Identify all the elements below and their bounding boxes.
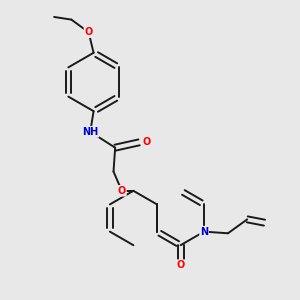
Text: O: O xyxy=(118,186,126,196)
Text: O: O xyxy=(85,27,93,37)
Text: NH: NH xyxy=(82,127,98,137)
Text: O: O xyxy=(176,260,185,270)
Text: N: N xyxy=(200,226,208,237)
Text: O: O xyxy=(142,137,151,147)
